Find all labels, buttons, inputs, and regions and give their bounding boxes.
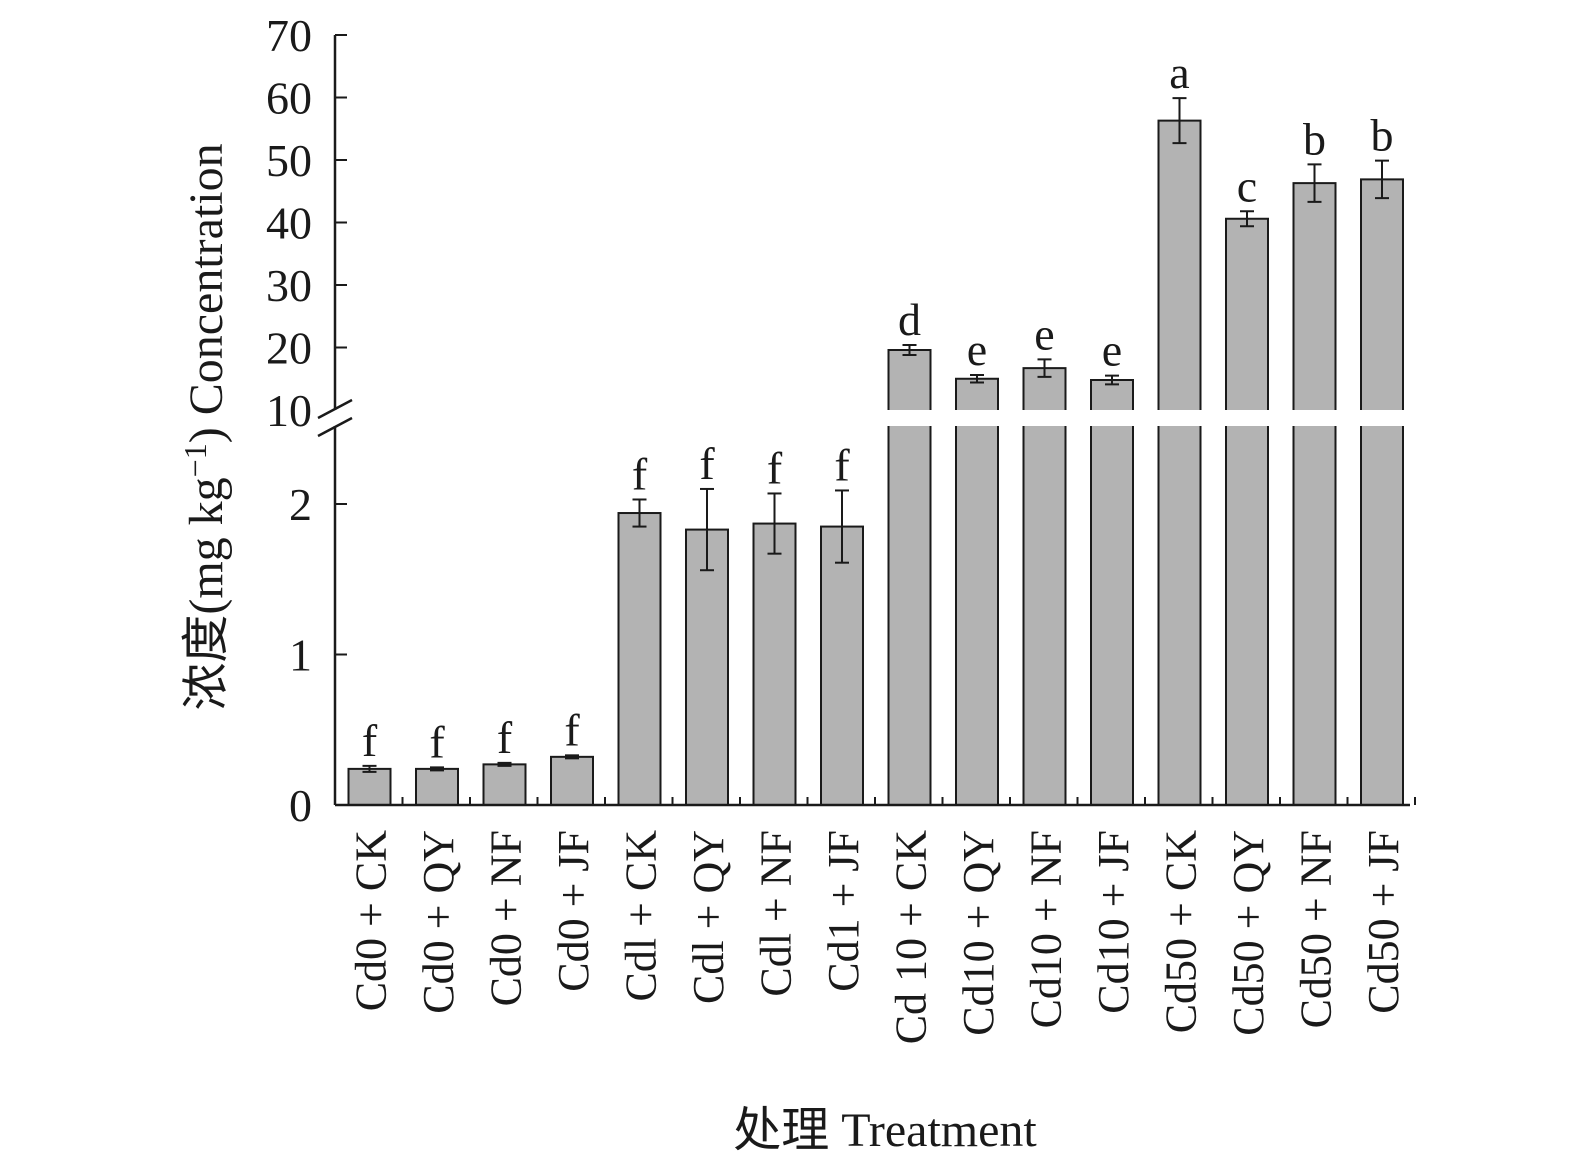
- error-bar-9: [902, 344, 917, 356]
- significance-label-2: f: [429, 716, 445, 767]
- bar-14: [1225, 217, 1269, 806]
- y-tick-label-0: 0: [289, 780, 312, 831]
- bar-13: [1157, 119, 1202, 806]
- significance-label-9: d: [898, 294, 921, 345]
- y-tick-label-20: 20: [266, 323, 312, 374]
- y-tick-label-50: 50: [266, 135, 312, 186]
- significance-label-4: f: [564, 704, 580, 755]
- error-bar-3: [497, 761, 512, 767]
- error-bar-10: [970, 374, 984, 384]
- axis-break-gap: [337, 410, 1412, 426]
- x-tick-label-16: Cd50 + JF: [1359, 830, 1408, 1014]
- error-bar-1: [362, 764, 377, 773]
- bar-1: [347, 767, 392, 807]
- y-tick-label-1: 1: [289, 630, 312, 681]
- significance-label-1: f: [362, 715, 378, 766]
- x-tick-label-15: Cd50 + NF: [1292, 830, 1341, 1028]
- x-tick-label-3: Cd0 + NF: [482, 830, 531, 1006]
- x-tick-label-5: Cdl + CK: [617, 830, 666, 1002]
- error-bar-7: [767, 492, 782, 555]
- bar-3: [482, 763, 527, 806]
- y-tick-label-60: 60: [266, 73, 312, 124]
- bar-6: [685, 528, 729, 807]
- axis-break-mark-upper: [317, 398, 353, 420]
- y-tick-label-2: 2: [289, 479, 312, 530]
- error-bar-8: [835, 489, 849, 564]
- x-tick-label-9: Cd 10 + CK: [887, 830, 936, 1045]
- x-tick-label-2: Cd0 + QY: [414, 830, 463, 1014]
- error-bar-16: [1375, 159, 1389, 200]
- bar-16: [1360, 178, 1404, 806]
- x-tick-label-7: Cdl + NF: [752, 830, 801, 997]
- y-axis-title-main: 浓度(mg kg: [180, 477, 233, 710]
- significance-label-7: f: [767, 442, 783, 493]
- significance-label-13: a: [1169, 47, 1189, 98]
- y-tick-label-30: 30: [266, 260, 312, 311]
- bar-11: [1022, 367, 1067, 806]
- bar-2: [415, 767, 459, 807]
- significance-label-8: f: [834, 439, 850, 490]
- bar-7: [752, 522, 797, 806]
- error-bar-4: [565, 754, 579, 760]
- bar-12: [1090, 379, 1134, 806]
- x-tick-label-13: Cd50 + CK: [1157, 830, 1206, 1034]
- x-tick-label-12: Cd10 + JF: [1089, 830, 1138, 1014]
- significance-label-5: f: [632, 448, 648, 499]
- x-axis-title: 处理 Treatment: [733, 1104, 1037, 1157]
- significance-label-14: c: [1237, 160, 1257, 211]
- bar-10: [955, 377, 999, 806]
- error-bar-11: [1037, 358, 1052, 378]
- significance-label-6: f: [699, 438, 715, 489]
- x-tick-label-4: Cd0 + JF: [549, 830, 598, 992]
- error-bar-2: [430, 766, 444, 772]
- error-bar-6: [700, 487, 714, 572]
- y-axis-title: 浓度(mg kg−1) Concentration: [177, 143, 233, 710]
- significance-label-16: b: [1371, 110, 1394, 161]
- significance-label-15: b: [1303, 113, 1326, 164]
- error-bar-15: [1307, 163, 1322, 203]
- bar-5: [617, 512, 662, 807]
- significance-label-3: f: [497, 712, 513, 763]
- axis-break-mark-lower: [317, 416, 353, 438]
- x-tick-label-14: Cd50 + QY: [1224, 830, 1273, 1036]
- bar-4: [550, 755, 594, 807]
- x-tick-label-11: Cd10 + NF: [1022, 830, 1071, 1028]
- significance-label-12: e: [1102, 325, 1122, 376]
- error-bar-14: [1240, 210, 1254, 228]
- x-tick-label-8: Cd1 + JF: [819, 830, 868, 992]
- x-tick-label-6: Cdl + QY: [684, 830, 733, 1004]
- chart-axes: Cd0 + CK Cd0 + QY Cd0 + NF Cd0 + JF Cdl + CK…: [266, 10, 1416, 1045]
- significance-label-11: e: [1034, 308, 1054, 359]
- significance-label-10: e: [967, 324, 987, 375]
- x-tick-label-10: Cd10 + QY: [954, 830, 1003, 1036]
- x-tick-label-1: Cd0 + CK: [347, 830, 396, 1012]
- bar-15: [1292, 182, 1337, 806]
- bar-8: [820, 525, 864, 806]
- y-tick-label-40: 40: [266, 198, 312, 249]
- y-tick-label-10: 10: [266, 385, 312, 436]
- y-tick-label-70: 70: [266, 10, 312, 61]
- error-bar-5: [632, 498, 647, 528]
- y-axis-title-superscript: −1: [177, 443, 213, 477]
- error-bar-12: [1105, 374, 1119, 386]
- error-bar-13: [1172, 97, 1187, 145]
- y-axis-title-rest: ) Concentration: [180, 143, 233, 443]
